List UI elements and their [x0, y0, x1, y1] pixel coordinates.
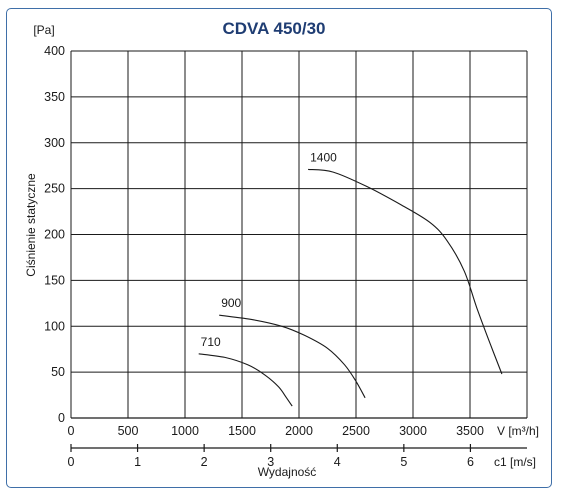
chart-title: CDVA 450/30 [223, 19, 326, 38]
y-tick-label: 400 [44, 44, 65, 58]
series-curves: 1400 900 710 [198, 150, 503, 407]
series-curve-1400 [308, 168, 503, 375]
x-tick-label: 1000 [171, 424, 199, 438]
x2-tick-label: 6 [467, 455, 474, 469]
x-tick-label: 1500 [228, 424, 256, 438]
x2-tick-labels: 0 1 2 3 4 5 6 [68, 455, 474, 469]
y-tick-label: 350 [44, 90, 65, 104]
x2-axis-label: c1 [m/s] [494, 455, 536, 469]
x-tick-label: 0 [68, 424, 75, 438]
x2-tick-label: 5 [400, 455, 407, 469]
series-label-1400: 1400 [310, 150, 337, 164]
x2-tick-label: 1 [134, 455, 141, 469]
x2-tick-label: 4 [334, 455, 341, 469]
x2-tick-label: 2 [201, 455, 208, 469]
y-tick-labels: 0 50 100 150 200 250 300 350 400 [44, 44, 65, 425]
x-tick-labels: 0 500 1000 1500 2000 2500 3000 3500 [68, 424, 484, 438]
x2-tick-label: 3 [267, 455, 274, 469]
y-tick-label: 200 [44, 228, 65, 242]
y-tick-label: 150 [44, 273, 65, 287]
series-label-710: 710 [201, 335, 221, 349]
y-tick-label: 100 [44, 319, 65, 333]
x-axis-label: V [m³/h] [497, 424, 539, 438]
x-tick-label: 3000 [399, 424, 427, 438]
x-axis-title: Wydajność [258, 465, 317, 479]
y-axis-label: Ciśnienie statyczne [24, 173, 38, 277]
y-tick-label: 250 [44, 182, 65, 196]
x-tick-label: 2500 [342, 424, 370, 438]
y-tick-label: 0 [58, 411, 65, 425]
x-tick-label: 2000 [285, 424, 313, 438]
x-tick-label: 500 [118, 424, 139, 438]
grid-lines [70, 50, 528, 452]
series-label-900: 900 [221, 296, 241, 310]
y-axis-unit: [Pa] [33, 23, 54, 37]
series-curve-710 [198, 353, 293, 407]
x-tick-label: 3500 [456, 424, 484, 438]
series-curve-900 [219, 314, 366, 399]
y-tick-label: 50 [51, 365, 65, 379]
chart-frame [6, 8, 552, 488]
x2-tick-label: 0 [68, 455, 75, 469]
y-tick-label: 300 [44, 136, 65, 150]
